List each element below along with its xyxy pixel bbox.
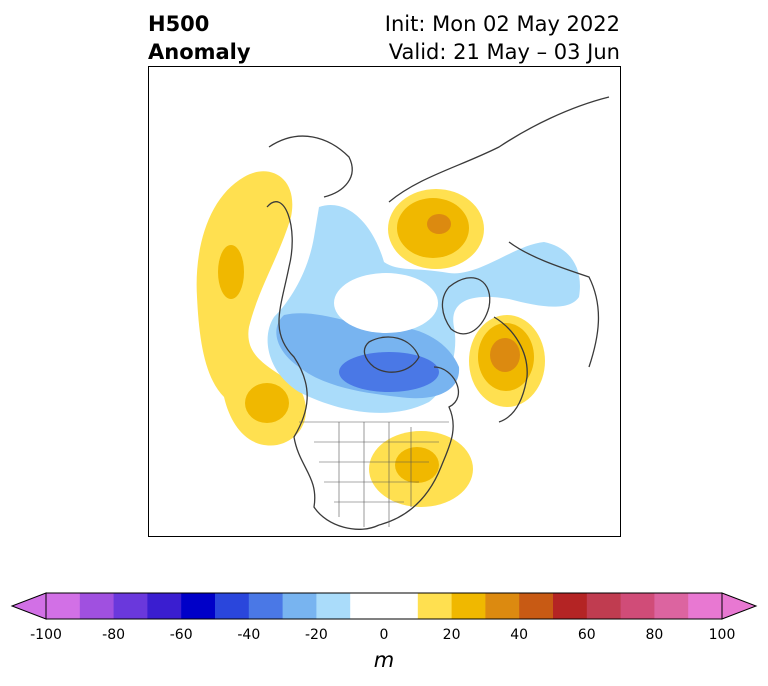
positive-anomaly-atlantic-peak [490,338,520,372]
state-lines-1 [314,441,439,503]
map-title: H500 Anomaly [148,10,251,66]
positive-anomaly-core-pacific-south [245,383,289,423]
coastline-europe [493,316,528,423]
colorbar-swatch [350,593,385,619]
colorbar-svg [10,592,758,620]
colorbar-tick-label: -40 [237,627,261,643]
colorbar-extend-min [10,592,47,620]
colorbar-swatch [147,593,182,619]
state-borders [299,421,449,527]
coastline-group [266,96,610,530]
map-subtitle: Init: Mon 02 May 2022 Valid: 21 May – 03… [300,10,620,66]
colorbar [0,585,768,629]
colorbar-tick-label: 40 [510,627,529,643]
colorbar-swatch [586,593,622,619]
colorbar-swatch [316,593,351,619]
colorbar-tick-label: 100 [708,627,736,643]
colorbar-swatch [46,593,81,619]
coastline-greenland [441,277,491,335]
colorbar-swatch [485,593,520,619]
positive-anomaly-siberia-peak [427,214,451,234]
colorbar-tick-label: -80 [102,627,126,643]
positive-anomaly-eastern-us-core [395,447,439,483]
colorbar-swatch [417,593,453,619]
title-line-1: H500 [148,12,210,36]
colorbar-unit-label: m [373,648,395,672]
coastline-north-america [266,201,380,530]
colorbar-swatch [79,593,115,619]
colorbar-swatch [519,593,554,619]
anomaly-map [148,66,621,537]
colorbar-swatch [384,593,419,619]
anomaly-map-svg [196,96,610,530]
colorbar-tick-label: 80 [645,627,664,643]
colorbar-tick-label: 60 [577,627,596,643]
colorbar-swatch [688,593,723,619]
colorbar-frame [45,592,723,620]
colorbar-tick-label: -100 [30,627,62,643]
colorbar-swatch [215,593,250,619]
colorbar-tick-label: 0 [379,627,389,643]
valid-range-label: Valid: 21 May – 03 Jun [388,40,620,64]
coastline-east-coast [378,366,460,526]
colorbar-tick-label: -60 [169,627,193,643]
colorbar-tick-label: 20 [442,627,461,643]
state-lines-2 [338,422,412,527]
colorbar-swatch [451,593,486,619]
colorbar-swatch [181,593,216,619]
colorbar-swatch [282,593,317,619]
colorbar-extend-max [721,592,758,620]
coastline-alaska [268,135,353,198]
colorbar-swatch [553,593,588,619]
arctic-near-zero [334,273,438,333]
colorbar-swatch [654,593,689,619]
coastline-hudson-bay [363,336,420,373]
colorbar-tick-label: -20 [304,627,328,643]
positive-anomaly-ne-pacific [196,171,306,446]
positive-anomaly-core-pacific [218,245,244,299]
title-line-2: Anomaly [148,40,251,64]
init-date-label: Init: Mon 02 May 2022 [384,12,620,36]
colorbar-swatch [248,593,284,619]
coastline-eurasia [388,96,610,368]
colorbar-swatch [113,593,148,619]
colorbar-swatch [620,593,655,619]
